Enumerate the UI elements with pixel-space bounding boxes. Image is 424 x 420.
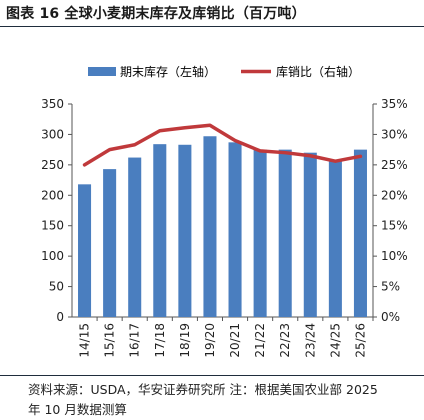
- legend: 期末库存（左轴） 库销比（右轴）: [88, 64, 360, 79]
- bar: [78, 184, 91, 317]
- x-tick-label: 16/17: [128, 323, 142, 358]
- bar: [178, 145, 191, 317]
- bar: [304, 153, 317, 317]
- left-tick-label: 150: [41, 219, 64, 233]
- right-tick-label: 0%: [381, 310, 400, 324]
- left-tick-label: 350: [41, 97, 64, 111]
- title-rule: [0, 26, 424, 27]
- bar: [128, 158, 141, 317]
- left-tick-label: 250: [41, 158, 64, 172]
- bar: [203, 136, 216, 317]
- right-tick-label: 15%: [381, 219, 408, 233]
- source-note: 资料来源：USDA，华安证券研究所 注：根据美国农业部 2025 年 10 月数…: [28, 380, 424, 420]
- x-tick-label: 22/23: [278, 323, 292, 358]
- left-tick-label: 50: [49, 280, 64, 294]
- x-tick-label: 15/16: [103, 323, 117, 358]
- legend-bar-label: 期末库存（左轴）: [120, 64, 216, 79]
- line-series: [84, 125, 360, 165]
- bar: [103, 169, 116, 317]
- left-tick-label: 100: [41, 249, 64, 263]
- left-tick-label: 200: [41, 188, 64, 202]
- bar: [329, 160, 342, 317]
- legend-line-label: 库销比（右轴）: [276, 64, 360, 79]
- left-tick-label: 0: [56, 310, 64, 324]
- x-tick-label: 18/19: [178, 323, 192, 358]
- legend-bar-swatch: [88, 67, 116, 76]
- chart: 期末库存（左轴） 库销比（右轴） 0 50 100 150 200 250 300 350 0%…: [0, 40, 424, 374]
- right-tick-label: 10%: [381, 249, 408, 263]
- source-rule: [0, 375, 424, 376]
- x-tick-label: 19/20: [203, 323, 217, 358]
- left-tick-label: 300: [41, 127, 64, 141]
- x-tick-label: 21/22: [253, 323, 267, 358]
- x-tick-label: 20/21: [228, 323, 242, 358]
- right-tick-label: 25%: [381, 158, 408, 172]
- bar: [229, 142, 242, 317]
- bar-series: [78, 136, 367, 317]
- source-line-2: 年 10 月数据测算: [28, 400, 424, 420]
- bar: [279, 150, 292, 317]
- figure-title: 图表 16 全球小麦期末库存及库销比（百万吨）: [6, 3, 421, 23]
- bar: [153, 144, 166, 317]
- x-tick-label: 17/18: [153, 323, 167, 358]
- source-line-1: 资料来源：USDA，华安证券研究所 注：根据美国农业部 2025: [28, 380, 424, 400]
- ratio-line: [85, 125, 361, 165]
- bar: [254, 150, 267, 317]
- x-tick-label: 23/24: [303, 323, 317, 358]
- right-tick-label: 30%: [381, 127, 408, 141]
- right-tick-label: 5%: [381, 280, 400, 294]
- x-tick-label: 25/26: [353, 323, 367, 358]
- bar: [354, 150, 367, 317]
- right-tick-label: 35%: [381, 97, 408, 111]
- right-tick-label: 20%: [381, 188, 408, 202]
- x-tick-label: 14/15: [78, 323, 92, 358]
- x-tick-label: 24/25: [328, 323, 342, 358]
